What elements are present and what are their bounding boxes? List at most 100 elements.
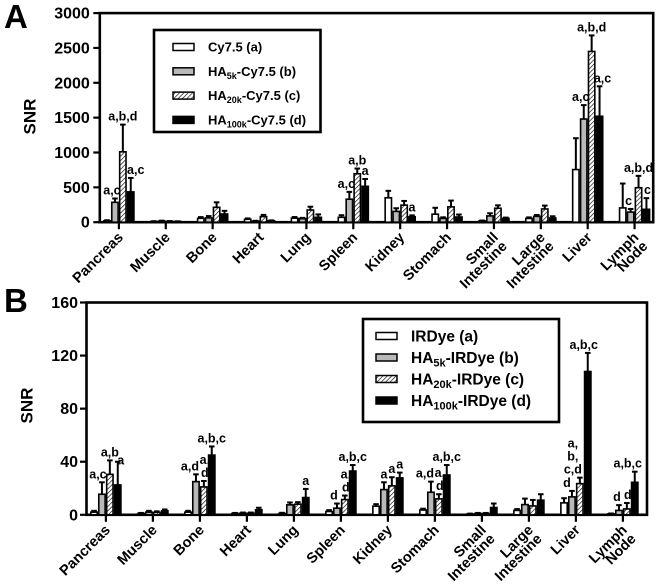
y-axis-title: SNR bbox=[21, 99, 40, 135]
legend-label-ha5k-cy7-5-b: HA5k-Cy7.5 (b) bbox=[208, 64, 296, 81]
bar-kidney-ha20k-cy7-5-c bbox=[400, 204, 409, 224]
bar-lung-cy7-5-a bbox=[290, 217, 299, 223]
bar-liver-cy7-5-a bbox=[571, 168, 580, 223]
bar-stomach-irdye-a bbox=[419, 509, 428, 516]
bar-liver-ha5k-cy7-5-b bbox=[579, 118, 588, 223]
panel-b-letter: B bbox=[4, 282, 28, 319]
significance-label: a bbox=[409, 200, 417, 214]
bar-kidney-ha5k-irdye-b bbox=[379, 488, 388, 516]
bar-lung-ha100k-cy7-5-d bbox=[314, 216, 323, 223]
legend-swatch-cy7-5-a bbox=[172, 42, 195, 52]
bar-spleen-ha100k-cy7-5-d bbox=[361, 185, 370, 224]
bar-lymph-node-ha20k-irdye-c bbox=[622, 508, 631, 516]
bar-stomach-ha100k-cy7-5-d bbox=[454, 216, 463, 224]
bar-large-intestine-ha5k-cy7-5-b bbox=[532, 215, 541, 223]
bar-spleen-ha5k-irdye-b bbox=[332, 507, 341, 516]
bar-small-intestine-ha100k-irdye-d bbox=[489, 506, 498, 516]
bar-bone-ha100k-irdye-d bbox=[207, 454, 216, 516]
panel-a-letter: A bbox=[4, 0, 28, 35]
significance-label: a bbox=[388, 462, 396, 476]
bar-large-intestine-ha20k-irdye-c bbox=[528, 505, 537, 516]
bar-lung-ha20k-irdye-c bbox=[293, 503, 302, 516]
x-category-label-lymph-node: LymphNode bbox=[598, 230, 651, 283]
bar-stomach-ha20k-cy7-5-c bbox=[447, 206, 455, 223]
bar-lymph-node-irdye-a bbox=[607, 513, 616, 516]
bar-lymph-node-ha100k-cy7-5-d bbox=[642, 208, 651, 223]
bar-bone-cy7-5-a bbox=[196, 217, 205, 224]
x-category-label-kidney: Kidney bbox=[363, 230, 408, 275]
significance-label: a,b bbox=[101, 445, 119, 459]
significance-label: a,b,d bbox=[577, 20, 606, 34]
bar-lung-irdye-a bbox=[278, 512, 287, 516]
legend-swatch-irdye-a bbox=[375, 331, 398, 341]
bar-heart-cy7-5-a bbox=[243, 218, 252, 223]
chart-a: 0 500 1000 1500 2000 2500 3000 SNR Pancreas Muscl… bbox=[21, 6, 655, 292]
significance-label: a,d bbox=[200, 453, 210, 480]
significance-label: a,b,d bbox=[108, 110, 137, 124]
x-category-label-heart: Heart bbox=[230, 230, 268, 268]
y-tick-label: 0 bbox=[69, 507, 78, 524]
bar-stomach-cy7-5-a bbox=[431, 213, 440, 223]
bar-lung-ha20k-cy7-5-c bbox=[306, 209, 315, 224]
bar-kidney-irdye-a bbox=[372, 505, 381, 516]
bar-liver-ha20k-cy7-5-c bbox=[587, 50, 596, 224]
significance-label: a,c bbox=[89, 467, 106, 481]
y-tick-label: 160 bbox=[51, 295, 78, 312]
y-tick-label: 2000 bbox=[54, 75, 90, 92]
x-category-label-pancreas: Pancreas bbox=[70, 230, 127, 287]
bar-bone-irdye-a bbox=[184, 511, 193, 516]
legend-label-ha5k-irdye-b: HA5k-IRDye (b) bbox=[411, 350, 519, 370]
bar-spleen-irdye-a bbox=[325, 510, 334, 516]
significance-label: a,b,c bbox=[433, 450, 462, 464]
legend-label-ha100k-irdye-d: HA100k-IRDye (d) bbox=[411, 393, 531, 413]
bar-bone-ha20k-cy7-5-c bbox=[212, 206, 221, 223]
bar-spleen-ha5k-cy7-5-b bbox=[345, 198, 354, 224]
bar-large-intestine-cy7-5-a bbox=[524, 217, 533, 224]
bar-heart-irdye-a bbox=[231, 512, 240, 516]
significance-label: a,b bbox=[348, 154, 366, 168]
x-category-label-kidney: Kidney bbox=[350, 522, 395, 567]
x-category-label-muscle: Muscle bbox=[115, 522, 161, 568]
bar-pancreas-ha20k-cy7-5-c bbox=[118, 151, 127, 223]
x-category-label-bone: Bone bbox=[171, 522, 208, 559]
bar-pancreas-ha5k-irdye-b bbox=[97, 493, 106, 516]
bar-small-intestine-ha5k-irdye-b bbox=[473, 512, 482, 516]
y-tick-label: 80 bbox=[60, 401, 78, 418]
bar-pancreas-cy7-5-a bbox=[103, 220, 112, 223]
bar-lymph-node-ha5k-cy7-5-b bbox=[626, 211, 635, 224]
significance-label: a,c bbox=[103, 184, 120, 198]
bar-muscle-ha5k-irdye-b bbox=[144, 511, 153, 516]
bar-pancreas-ha5k-cy7-5-b bbox=[110, 201, 119, 223]
bar-lymph-node-ha5k-irdye-b bbox=[614, 509, 623, 516]
bar-kidney-cy7-5-a bbox=[384, 197, 393, 223]
legend-swatch-ha100k-irdye-d bbox=[375, 396, 398, 405]
legend-label-irdye-a: IRDye (a) bbox=[411, 329, 478, 346]
legend-swatch-ha5k-irdye-b bbox=[375, 353, 398, 362]
significance-label: a,d bbox=[181, 459, 199, 473]
x-category-label-lung: Lung bbox=[278, 230, 314, 266]
y-tick-label: 120 bbox=[51, 348, 78, 365]
bar-pancreas-ha100k-cy7-5-d bbox=[126, 191, 135, 223]
bar-kidney-ha100k-cy7-5-d bbox=[408, 215, 417, 223]
x-category-label-heart: Heart bbox=[217, 522, 255, 560]
x-category-label-liver: Liver bbox=[548, 522, 584, 558]
y-tick-label: 0 bbox=[81, 215, 90, 232]
significance-label: a,d bbox=[435, 466, 445, 493]
bar-stomach-ha100k-irdye-d bbox=[442, 474, 451, 516]
x-category-label-bone: Bone bbox=[184, 230, 221, 267]
significance-label: a bbox=[380, 467, 388, 481]
bar-heart-ha5k-cy7-5-b bbox=[251, 220, 260, 223]
bar-muscle-ha20k-cy7-5-c bbox=[165, 220, 174, 224]
significance-label: a,b,c bbox=[339, 450, 368, 464]
bar-kidney-ha100k-irdye-d bbox=[395, 477, 404, 516]
bar-lymph-node-ha20k-cy7-5-c bbox=[634, 186, 643, 224]
bar-lung-ha100k-irdye-d bbox=[301, 496, 310, 516]
bar-muscle-ha100k-irdye-d bbox=[160, 510, 169, 516]
y-tick-label: 3000 bbox=[54, 6, 90, 23]
bar-bone-ha100k-cy7-5-d bbox=[220, 213, 229, 224]
bar-lymph-node-ha100k-irdye-d bbox=[630, 481, 639, 516]
bar-stomach-ha5k-cy7-5-b bbox=[439, 217, 448, 224]
x-category-label-small-intestine: SmallIntestine bbox=[436, 522, 498, 584]
bar-kidney-ha5k-cy7-5-b bbox=[392, 210, 401, 223]
